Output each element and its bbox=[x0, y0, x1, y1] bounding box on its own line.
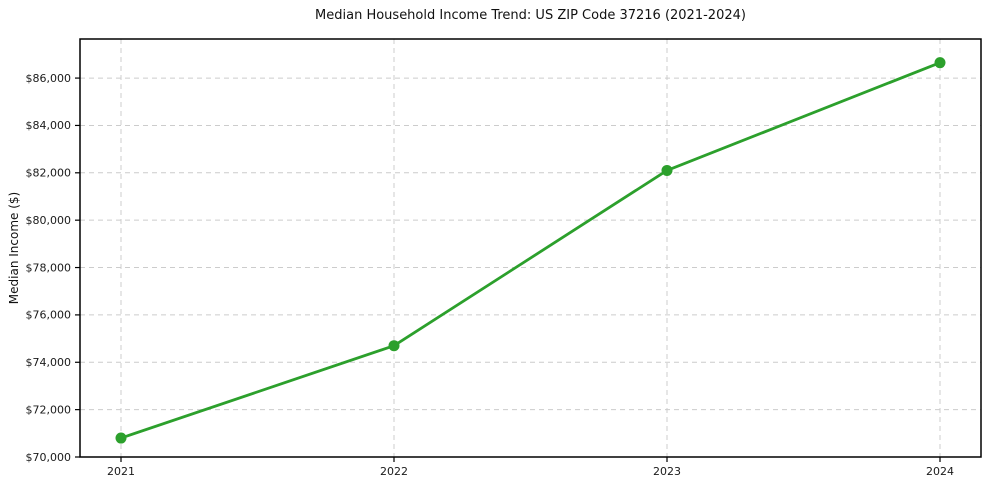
data-point-2023 bbox=[661, 164, 673, 176]
y-tick-label: $72,000 bbox=[26, 403, 72, 416]
income-trend-line bbox=[120, 61, 941, 440]
y-tick-label: $70,000 bbox=[26, 451, 72, 464]
y-tick-label: $86,000 bbox=[26, 72, 72, 85]
y-tick-label: $80,000 bbox=[26, 214, 72, 227]
data-point-2021 bbox=[115, 432, 127, 444]
y-tick-label: $74,000 bbox=[26, 356, 72, 369]
y-tick-label: $84,000 bbox=[26, 119, 72, 132]
x-tick-label: 2024 bbox=[926, 465, 954, 478]
x-tick-label: 2023 bbox=[653, 465, 681, 478]
y-tick-label: $78,000 bbox=[26, 261, 72, 274]
data-point-2022 bbox=[388, 340, 400, 352]
x-tick-label: 2022 bbox=[380, 465, 408, 478]
data-point-2024 bbox=[934, 57, 946, 69]
chart-title: Median Household Income Trend: US ZIP Co… bbox=[315, 8, 746, 23]
plot-border bbox=[79, 38, 982, 458]
y-tick-label: $76,000 bbox=[26, 309, 72, 322]
y-tick-label: $82,000 bbox=[26, 167, 72, 180]
x-tick-label: 2021 bbox=[107, 465, 135, 478]
